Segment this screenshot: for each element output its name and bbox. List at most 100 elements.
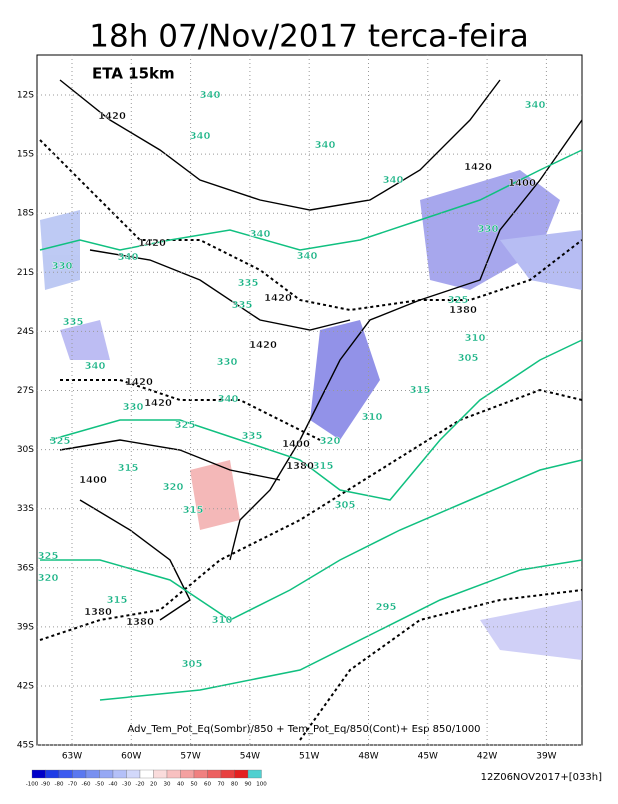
colorbar-swatch [45,769,60,779]
contour-label: 310 [212,615,233,626]
contour-label: 340 [200,90,221,101]
contour-label: 1420 [138,238,166,249]
lat-label: 12S [17,91,34,101]
contour-label: 305 [335,500,356,511]
lat-label: 24S [17,327,34,337]
contour-label: 320 [38,573,59,584]
contour-label: 330 [52,261,73,272]
colorbar-label: -60 [82,782,91,788]
contour-label: 1400 [282,439,310,450]
contour-label: 325 [175,420,196,431]
colorbar-label: -90 [41,782,50,788]
contour-label: 1380 [84,607,112,618]
contour-label: 340 [190,131,211,142]
contour-label: 340 [85,361,106,372]
colorbar-label: -20 [136,782,145,788]
lat-label: 36S [17,563,34,573]
contour-label: 1400 [79,475,107,486]
lon-label: 42W [477,752,497,762]
coastline-borders [59,79,583,621]
contour-label: 330 [217,357,238,368]
model-label: ETA 15km [92,65,175,83]
contour-label: 1380 [286,461,314,472]
contour-label: 310 [362,412,383,423]
contour-label: 310 [465,333,486,344]
lon-label: 48W [358,752,378,762]
colorbar-swatch [220,769,235,779]
lat-label: 39S [17,622,34,632]
colorbar-swatch [207,769,222,779]
contour-label: 320 [163,482,184,493]
contour-label: 315 [118,463,139,474]
contour-label: 335 [232,300,253,311]
contour-label: 1420 [144,398,172,409]
contour-label: 340 [250,229,271,240]
contour-label: 315 [313,461,334,472]
contour-label: 315 [410,385,431,396]
colorbar-label: 30 [164,782,171,788]
lat-label: 30S [17,445,34,455]
colorbar-swatch [166,769,181,779]
contour-label: 1420 [98,111,126,122]
colorbar-swatch [112,769,127,779]
contour-label: 330 [478,224,499,235]
lon-label: 57W [180,752,200,762]
contour-label: 335 [242,431,263,442]
lat-label: 33S [17,504,34,514]
thickness-contours [39,139,583,741]
colorbar-label: 100 [256,782,267,788]
lat-label: 21S [17,268,34,278]
contour-label: 295 [376,602,397,613]
colorbar-label: 60 [204,782,211,788]
colorbar-label: 80 [231,782,238,788]
colorbar-label: -80 [55,782,64,788]
lat-label: 27S [17,386,34,396]
colorbar-swatch [85,769,100,779]
lat-label: 45S [17,741,34,751]
contour-label: 315 [183,505,204,516]
colorbar-label: -30 [122,782,131,788]
colorbar-swatch [126,769,141,779]
lon-label: 54W [240,752,260,762]
contour-label: 325 [448,295,469,306]
contour-label: 1420 [464,162,492,173]
lon-label: 51W [299,752,319,762]
colorbar-label: 90 [245,782,252,788]
contour-label: 340 [383,175,404,186]
contour-label: 1420 [125,377,153,388]
colorbar-label: -100 [26,782,39,788]
contour-label: 340 [118,252,139,263]
map-shading [40,170,582,660]
title: 18h 07/Nov/2017 terca-feira [89,19,528,55]
colorbar: -100 -90 -80 -70 -60 -50 -40 -30 -20 20 30 40 50 60 70… [26,769,267,788]
colorbar-label: 50 [191,782,198,788]
colorbar-swatch [234,769,249,779]
colorbar-label: 40 [177,782,184,788]
contour-label: 1380 [449,305,477,316]
contour-label: 340 [525,100,546,111]
lat-label: 18S [17,209,34,219]
colorbar-swatch [193,769,208,779]
contour-label: 340 [297,251,318,262]
contour-label: 320 [320,436,341,447]
colorbar-label: -40 [109,782,118,788]
colorbar-swatch [72,769,87,779]
colorbar-swatch [247,769,262,779]
contour-label: 315 [107,595,128,606]
contour-label: 340 [218,394,239,405]
lon-label: 39W [536,752,556,762]
colorbar-swatch [58,769,73,779]
contour-label: 325 [38,551,59,562]
lat-label: 15S [17,150,34,160]
colorbar-label: -50 [95,782,104,788]
colorbar-swatch [139,769,154,779]
contour-label: 1420 [249,340,277,351]
colorbar-label: 70 [218,782,225,788]
contour-label: 305 [182,659,203,670]
theta-e-contours [39,149,583,701]
colorbar-swatch [153,769,168,779]
contour-label: 1400 [508,178,536,189]
colorbar-swatch [180,769,195,779]
contour-label: 340 [315,140,336,151]
lat-label: 42S [17,682,34,692]
